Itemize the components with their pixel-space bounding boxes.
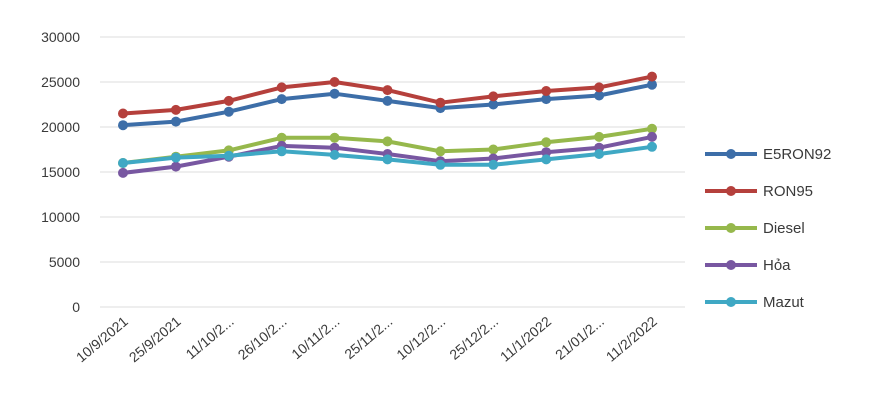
gridlines [100, 36, 685, 308]
data-point [382, 136, 393, 147]
legend-marker [726, 186, 736, 196]
legend-marker [726, 149, 736, 159]
x-tick-label: 25/11/2... [341, 313, 395, 362]
series-ron95 [118, 71, 657, 119]
legend-entry: E5RON92 [705, 146, 831, 163]
x-axis-ticks: 10/9/202125/9/202111/10/2...26/10/2...10… [73, 313, 660, 365]
y-tick-label: 5000 [49, 254, 80, 270]
series-lines [118, 71, 657, 178]
x-tick-label: 10/12/2... [393, 313, 448, 363]
legend-label: Hỏa [763, 257, 791, 274]
legend-label: Mazut [763, 294, 805, 311]
data-point [329, 142, 340, 153]
x-tick-label: 21/01/2... [552, 313, 607, 363]
legend-label: Diesel [763, 220, 805, 237]
legend: E5RON92 RON95 Diesel Hỏa Mazut [705, 146, 831, 311]
data-point [329, 77, 340, 87]
series-mazut [118, 141, 657, 170]
legend-marker [726, 297, 736, 307]
y-tick-label: 0 [72, 299, 80, 315]
y-tick-label: 15000 [41, 164, 80, 180]
data-point [488, 99, 499, 110]
y-tick-label: 20000 [41, 119, 80, 135]
data-point [435, 97, 446, 108]
x-tick-label: 26/10/2... [235, 313, 290, 363]
data-point [594, 131, 605, 142]
data-point [170, 116, 181, 127]
data-point [488, 91, 499, 102]
data-point [223, 106, 234, 117]
data-point [647, 71, 657, 82]
data-point [541, 154, 552, 165]
data-point [435, 159, 446, 170]
data-point [118, 108, 128, 119]
data-point [382, 85, 393, 96]
data-point [594, 82, 605, 93]
x-tick-label: 25/9/2021 [126, 313, 184, 365]
x-tick-label: 10/9/2021 [73, 313, 131, 365]
data-point [276, 94, 287, 105]
data-point [118, 158, 128, 168]
data-point [382, 154, 393, 165]
data-point [118, 167, 128, 178]
legend-label: E5RON92 [763, 146, 831, 163]
data-point [276, 132, 287, 143]
data-point [276, 82, 287, 93]
y-tick-label: 25000 [41, 74, 80, 90]
data-point [647, 123, 657, 134]
y-axis-ticks: 0 5000 10000 15000 20000 25000 30000 [41, 29, 80, 315]
data-point [170, 161, 181, 172]
data-point [223, 95, 234, 106]
data-point [382, 95, 393, 106]
legend-entry: RON95 [705, 183, 813, 200]
data-point [488, 144, 499, 155]
x-tick-label: 11/1/2022 [497, 313, 554, 365]
y-tick-label: 30000 [41, 29, 80, 45]
legend-entry: Hỏa [705, 257, 791, 274]
series-e5ron92 [118, 79, 657, 131]
data-point [541, 86, 552, 96]
data-point [541, 94, 552, 105]
legend-marker [726, 260, 736, 270]
data-point [170, 104, 181, 115]
data-point [647, 141, 657, 152]
legend-label: RON95 [763, 183, 813, 200]
data-point [118, 120, 128, 131]
legend-entry: Diesel [705, 220, 805, 237]
data-point [329, 88, 340, 99]
data-point [276, 146, 287, 157]
data-point [541, 137, 552, 148]
data-point [647, 131, 657, 142]
x-tick-label: 25/12/2... [446, 313, 501, 363]
data-point [329, 149, 340, 160]
data-point [435, 146, 446, 157]
data-point [647, 79, 657, 90]
x-tick-label: 11/10/2... [183, 313, 237, 362]
x-tick-label: 11/2/2022 [603, 313, 660, 365]
data-point [329, 132, 340, 143]
data-point [223, 150, 234, 161]
legend-marker [726, 223, 736, 233]
legend-entry: Mazut [705, 294, 805, 311]
x-tick-label: 10/11/2... [288, 313, 342, 362]
data-point [541, 147, 552, 158]
data-point [170, 152, 181, 163]
data-point [488, 159, 499, 170]
data-point [594, 90, 605, 101]
y-tick-label: 10000 [41, 209, 80, 225]
data-point [594, 149, 605, 159]
